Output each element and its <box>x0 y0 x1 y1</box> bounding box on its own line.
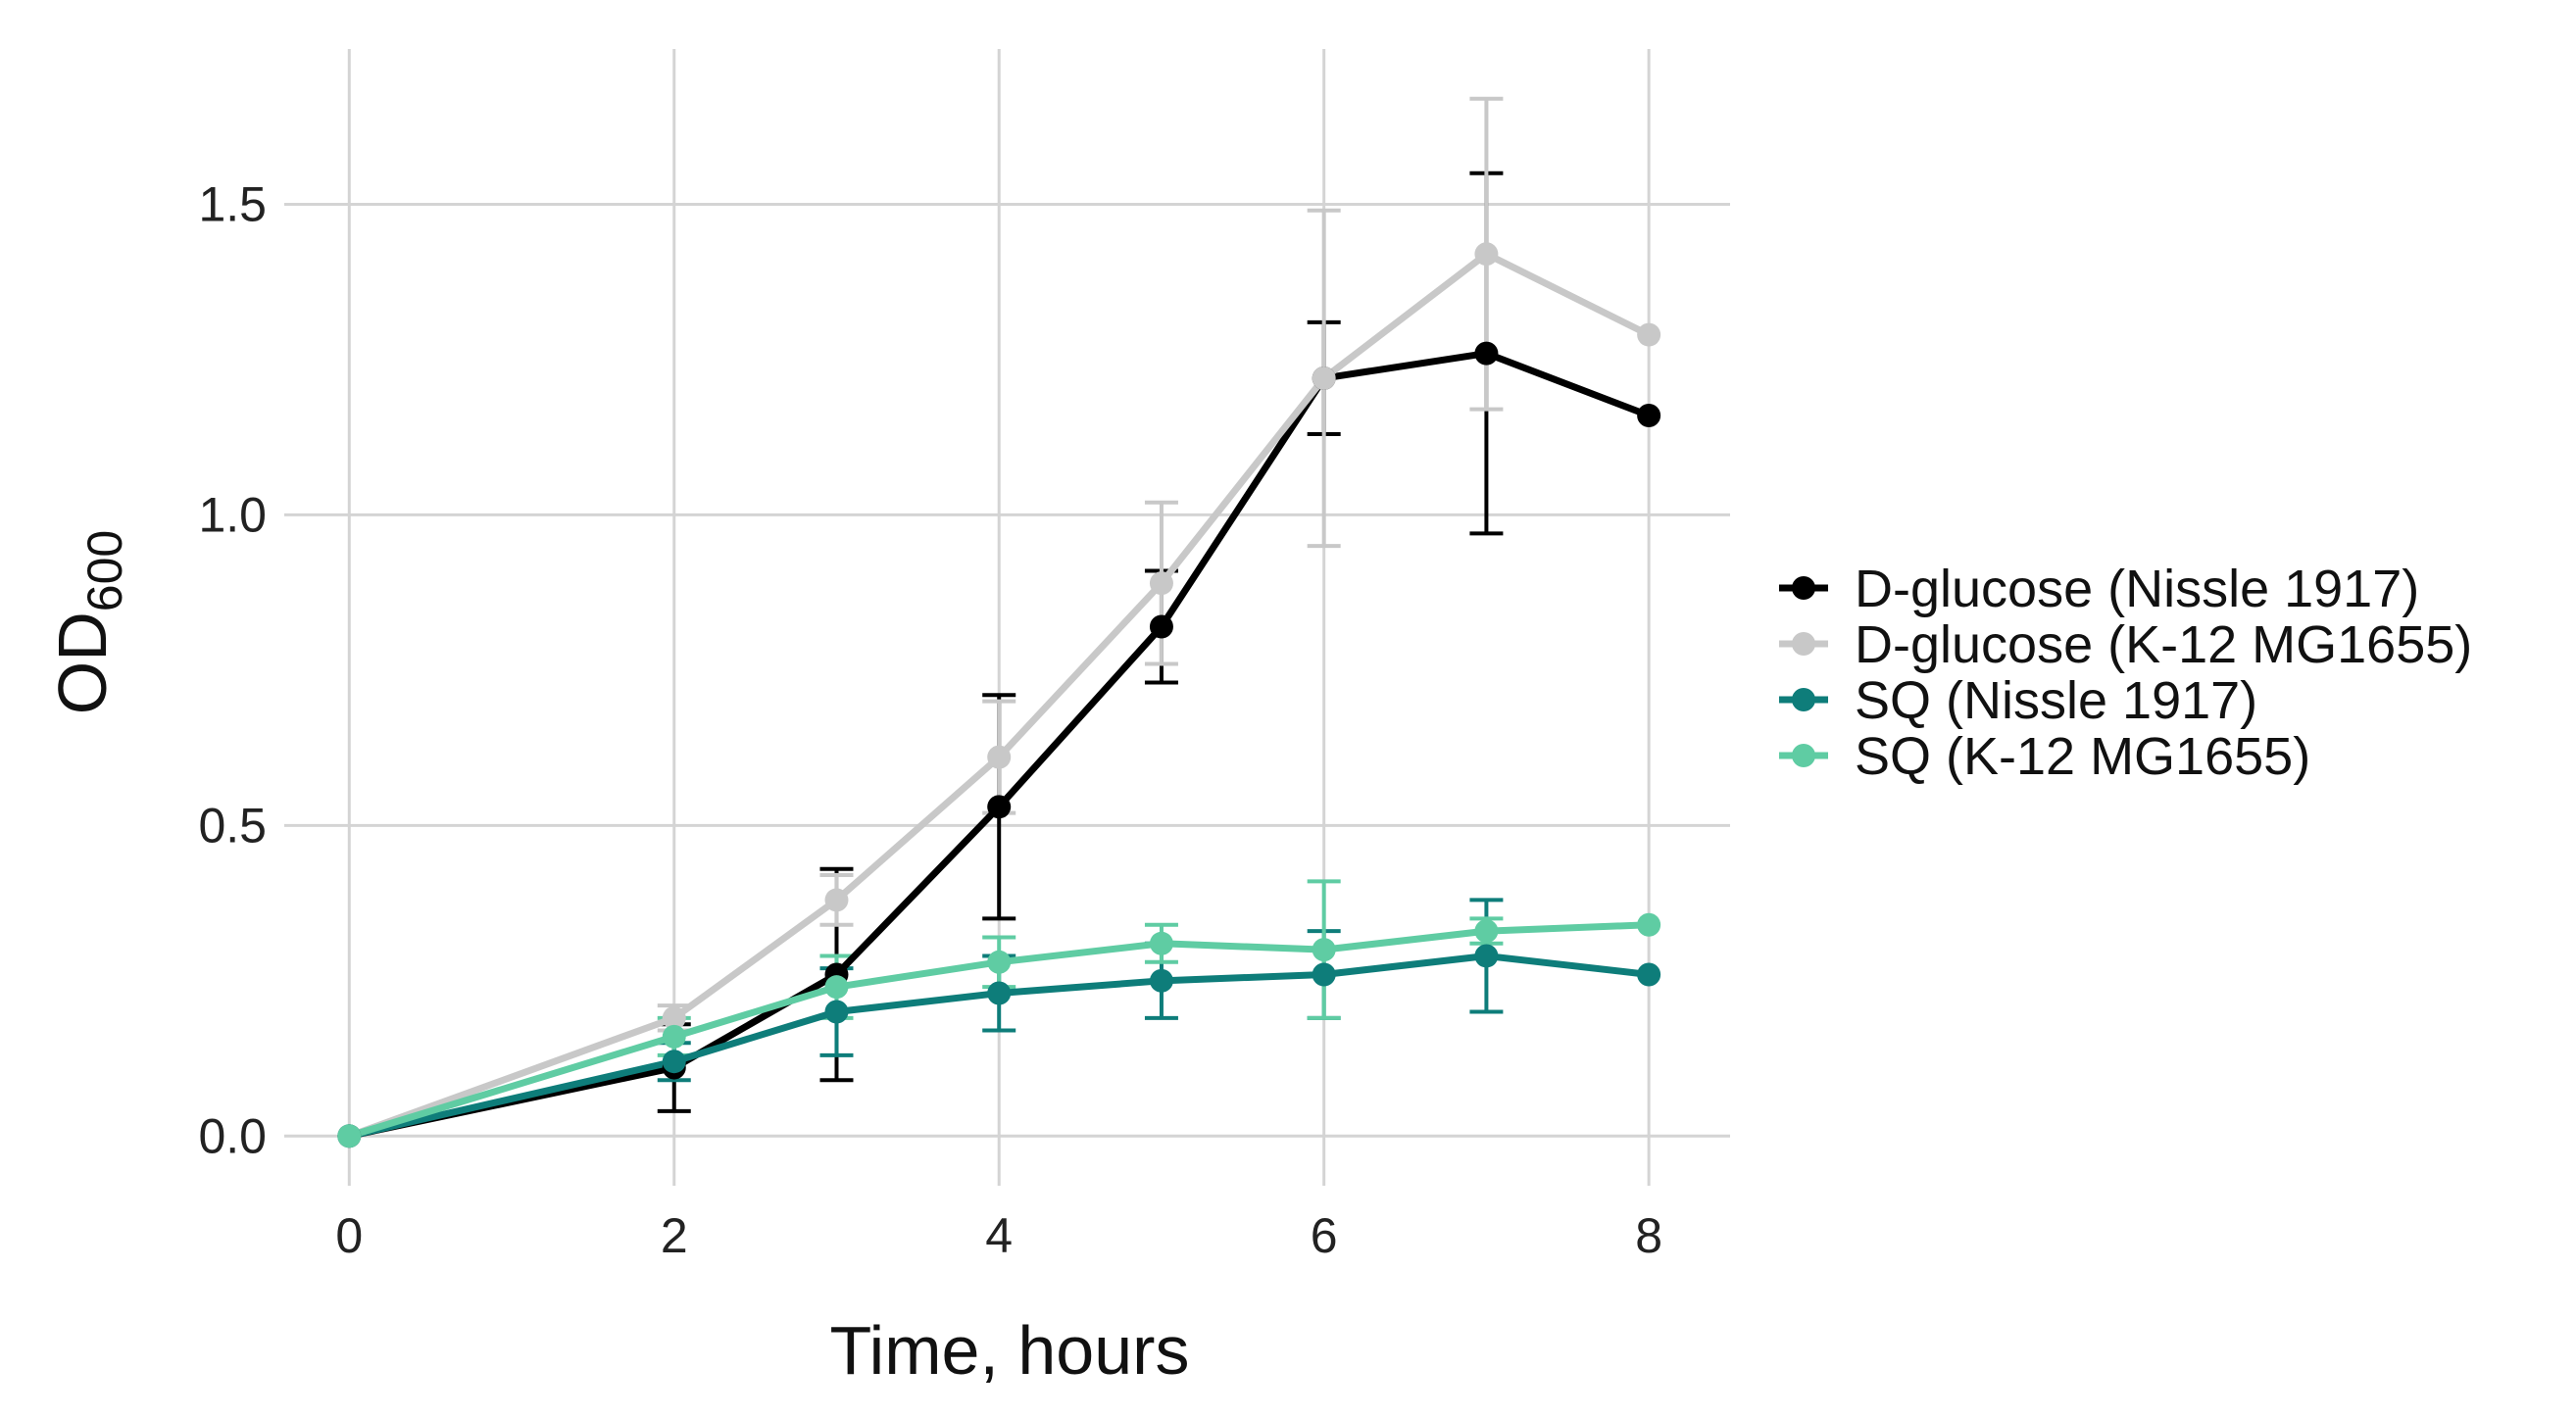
x-tick-label: 8 <box>1635 1208 1662 1263</box>
data-point-d-glucose-nissle-1917 <box>1637 403 1661 427</box>
x-tick-label: 4 <box>985 1208 1013 1263</box>
series-line-d-glucose-k-12-mg1655 <box>345 250 1653 1140</box>
legend-label: D-glucose (K-12 MG1655) <box>1855 615 2472 674</box>
y-axis-title-main: OD <box>44 611 121 714</box>
legend-item-d-glucose-nissle-1917: D-glucose (Nissle 1917) <box>1779 560 2419 618</box>
data-point-sq-nissle-1917 <box>662 1050 686 1074</box>
data-point-d-glucose-nissle-1917 <box>1474 341 1499 366</box>
series-line-sq-nissle-1917 <box>345 952 1653 1140</box>
data-point-sq-nissle-1917 <box>1312 962 1336 987</box>
data-point-d-glucose-k-12-mg1655 <box>1637 322 1661 347</box>
x-tick-label: 2 <box>661 1208 688 1263</box>
tick-labels: 0 2 4 6 8 0.0 0.5 1.0 1.5 <box>198 176 1662 1263</box>
data-point-d-glucose-k-12-mg1655 <box>1312 366 1336 390</box>
legend-item-sq-nissle-1917: SQ (Nissle 1917) <box>1779 671 2257 730</box>
series-lines <box>345 250 1653 1140</box>
y-tick-label: 0.0 <box>198 1108 267 1163</box>
y-axis-title: OD600 <box>44 530 132 714</box>
data-point-sq-nissle-1917 <box>824 1000 849 1024</box>
data-point-d-glucose-k-12-mg1655 <box>987 745 1012 769</box>
data-point-sq-k-12-mg1655 <box>1474 919 1499 944</box>
legend-label: D-glucose (Nissle 1917) <box>1855 560 2419 618</box>
legend-swatch-point <box>1792 744 1815 767</box>
y-tick-label: 1.0 <box>198 487 267 542</box>
data-point-sq-k-12-mg1655 <box>1149 931 1173 955</box>
data-point-sq-k-12-mg1655 <box>987 950 1012 974</box>
series-line-sq-k-12-mg1655 <box>345 921 1653 1140</box>
y-tick-label: 1.5 <box>198 176 267 231</box>
data-point-d-glucose-k-12-mg1655 <box>1474 242 1499 267</box>
legend-swatch-point <box>1792 688 1815 711</box>
data-point-sq-k-12-mg1655 <box>337 1124 362 1148</box>
data-point-sq-nissle-1917 <box>987 981 1012 1005</box>
legend-label: SQ (K-12 MG1655) <box>1855 727 2310 786</box>
data-point-sq-nissle-1917 <box>1149 968 1173 993</box>
data-point-d-glucose-k-12-mg1655 <box>1149 571 1173 596</box>
x-axis-title: Time, hours <box>830 1312 1190 1389</box>
error-bars <box>657 96 1504 1113</box>
svg-text:OD600: OD600 <box>44 530 132 714</box>
data-point-sq-nissle-1917 <box>1637 962 1661 987</box>
y-tick-label: 0.5 <box>198 798 267 853</box>
data-point-sq-k-12-mg1655 <box>1637 912 1661 937</box>
data-point-sq-k-12-mg1655 <box>824 975 849 1000</box>
y-axis-title-subscript: 600 <box>77 530 132 611</box>
legend-item-d-glucose-k-12-mg1655: D-glucose (K-12 MG1655) <box>1779 615 2472 674</box>
x-tick-label: 0 <box>335 1208 363 1263</box>
data-point-d-glucose-nissle-1917 <box>987 795 1012 819</box>
data-point-d-glucose-k-12-mg1655 <box>662 1005 686 1030</box>
grid <box>284 49 1730 1186</box>
x-tick-label: 6 <box>1311 1208 1338 1263</box>
data-point-d-glucose-nissle-1917 <box>1149 614 1173 639</box>
data-point-sq-k-12-mg1655 <box>1312 938 1336 962</box>
data-points <box>337 242 1661 1148</box>
legend-swatch-point <box>1792 632 1815 656</box>
data-point-d-glucose-k-12-mg1655 <box>824 888 849 912</box>
legend-item-sq-k-12-mg1655: SQ (K-12 MG1655) <box>1779 727 2310 786</box>
legend: D-glucose (Nissle 1917)D-glucose (K-12 M… <box>1779 560 2472 786</box>
data-point-sq-k-12-mg1655 <box>662 1024 686 1049</box>
data-point-sq-nissle-1917 <box>1474 944 1499 968</box>
legend-swatch-point <box>1792 576 1815 600</box>
legend-label: SQ (Nissle 1917) <box>1855 671 2257 730</box>
